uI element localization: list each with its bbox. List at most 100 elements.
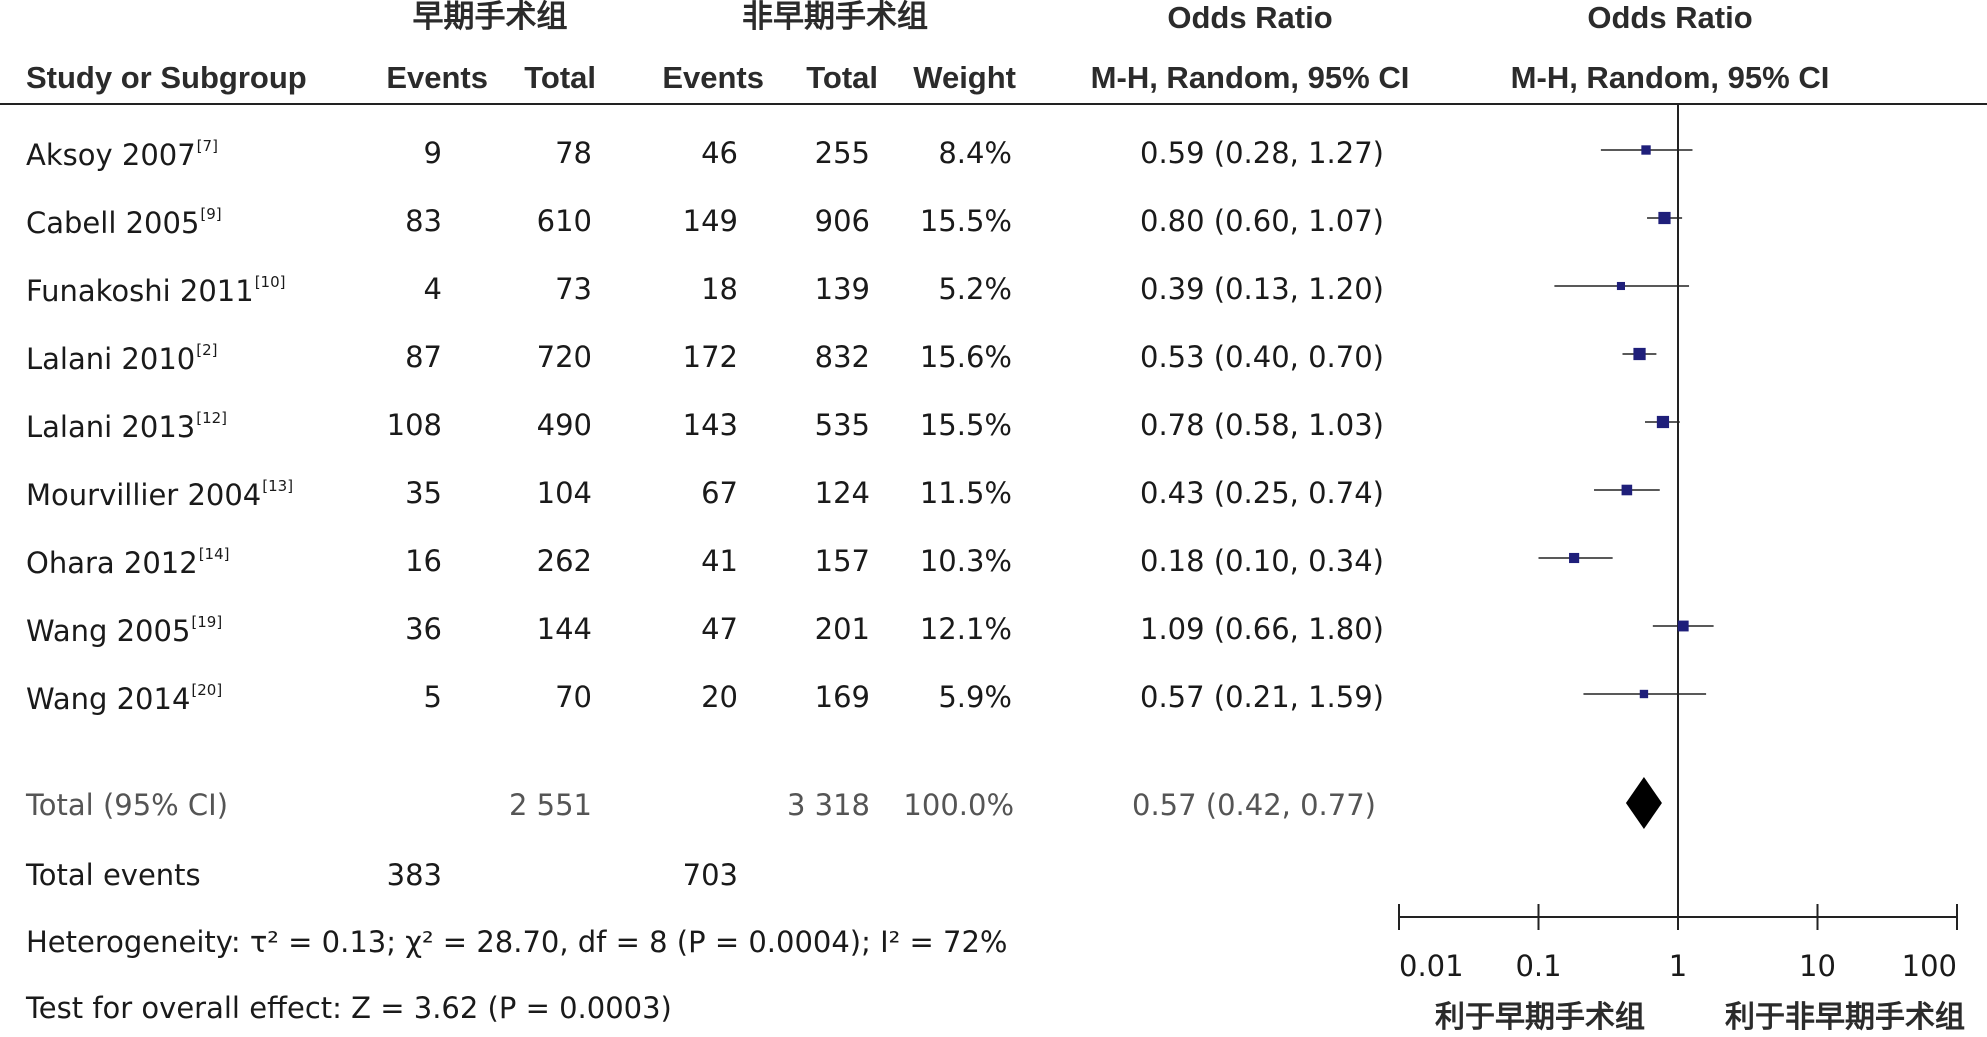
- study-weight: 15.6%: [919, 340, 1012, 374]
- study-events2: 20: [701, 680, 738, 714]
- study-events2: 46: [701, 136, 738, 170]
- group-header-nonearly: 非早期手术组: [742, 0, 928, 35]
- study-name-text: Wang 2014: [26, 682, 191, 716]
- study-total2: 535: [814, 408, 870, 442]
- plot-title: Odds Ratio: [1587, 0, 1753, 35]
- study-marker: [1633, 347, 1646, 361]
- col-header-or-method: M-H, Random, 95% CI: [1090, 60, 1410, 95]
- study-events1: 108: [386, 408, 442, 442]
- study-or: 0.53 (0.40, 0.70): [1140, 340, 1384, 374]
- study-reference: [2]: [196, 341, 218, 359]
- study-marker: [1658, 211, 1671, 225]
- study-or: 1.09 (0.66, 1.80): [1140, 612, 1384, 646]
- total-total1: 2 551: [508, 788, 592, 822]
- pooled-diamond: [1625, 777, 1662, 829]
- study-name: Funakoshi 2011[10]: [26, 275, 286, 306]
- total-events1: 383: [386, 858, 442, 892]
- x-tick-label: 100: [1902, 949, 1957, 983]
- study-name-text: Wang 2005: [26, 614, 191, 648]
- overall-effect-text: Test for overall effect: Z = 3.62 (P = 0…: [26, 991, 672, 1025]
- study-marker: [1569, 552, 1580, 564]
- study-total1: 70: [555, 680, 592, 714]
- group-header-early: 早期手术组: [412, 0, 568, 35]
- study-weight: 12.1%: [919, 612, 1012, 646]
- study-total2: 201: [814, 612, 870, 646]
- study-events2: 172: [682, 340, 738, 374]
- study-marker: [1656, 415, 1670, 429]
- study-events1: 36: [405, 612, 442, 646]
- study-reference: [13]: [262, 477, 294, 495]
- study-name: Wang 2005[19]: [26, 615, 222, 646]
- study-or: 0.39 (0.13, 1.20): [1140, 272, 1384, 306]
- odds-ratio-title: Odds Ratio: [1167, 0, 1333, 35]
- study-or: 0.57 (0.21, 1.59): [1140, 680, 1384, 714]
- study-marker: [1616, 281, 1625, 291]
- study-marker: [1641, 145, 1651, 155]
- study-weight: 15.5%: [919, 204, 1012, 238]
- study-total2: 139: [814, 272, 870, 306]
- study-weight: 5.9%: [938, 680, 1012, 714]
- study-total1: 104: [536, 476, 592, 510]
- study-events1: 35: [405, 476, 442, 510]
- study-name: Mourvillier 2004[13]: [26, 479, 293, 510]
- study-marker: [1621, 484, 1633, 496]
- study-name-text: Aksoy 2007: [26, 138, 196, 172]
- study-total2: 832: [814, 340, 870, 374]
- study-name-text: Lalani 2010: [26, 342, 196, 376]
- study-reference: [14]: [198, 545, 230, 563]
- col-header-weight: Weight: [913, 60, 1016, 95]
- col-header-events1: Events: [386, 60, 488, 95]
- study-total1: 78: [555, 136, 592, 170]
- study-events2: 18: [701, 272, 738, 306]
- study-weight: 5.2%: [938, 272, 1012, 306]
- study-marker: [1677, 620, 1689, 632]
- study-total2: 124: [814, 476, 870, 510]
- study-events1: 87: [405, 340, 442, 374]
- study-total1: 262: [536, 544, 592, 578]
- study-reference: [7]: [196, 137, 218, 155]
- study-total2: 255: [814, 136, 870, 170]
- study-events2: 47: [701, 612, 738, 646]
- study-events2: 67: [701, 476, 738, 510]
- study-total2: 169: [814, 680, 870, 714]
- study-events1: 16: [405, 544, 442, 578]
- study-name-text: Lalani 2013: [26, 410, 196, 444]
- study-reference: [20]: [191, 681, 223, 699]
- study-name-text: Ohara 2012: [26, 546, 198, 580]
- x-tick-label: 1: [1669, 949, 1687, 983]
- study-marker: [1639, 689, 1649, 699]
- study-events2: 149: [682, 204, 738, 238]
- study-reference: [9]: [200, 205, 222, 223]
- study-or: 0.43 (0.25, 0.74): [1140, 476, 1384, 510]
- x-tick-label: 0.1: [1515, 949, 1561, 983]
- col-header-plot-method: M-H, Random, 95% CI: [1510, 60, 1830, 95]
- study-events1: 9: [423, 136, 442, 170]
- study-or: 0.59 (0.28, 1.27): [1140, 136, 1384, 170]
- study-name: Lalani 2013[12]: [26, 411, 227, 442]
- study-name-text: Mourvillier 2004: [26, 478, 262, 512]
- study-total2: 906: [814, 204, 870, 238]
- study-weight: 10.3%: [919, 544, 1012, 578]
- study-total1: 720: [536, 340, 592, 374]
- study-total1: 490: [536, 408, 592, 442]
- col-header-total2: Total: [806, 60, 878, 95]
- x-tick-label: 10: [1799, 949, 1836, 983]
- study-events1: 4: [423, 272, 442, 306]
- study-or: 0.18 (0.10, 0.34): [1140, 544, 1384, 578]
- header-rule: [0, 103, 1987, 105]
- study-weight: 11.5%: [919, 476, 1012, 510]
- study-reference: [10]: [254, 273, 286, 291]
- x-tick-label: 0.01: [1399, 949, 1464, 983]
- study-name: Wang 2014[20]: [26, 683, 222, 714]
- total-events-label: Total events: [26, 858, 201, 892]
- study-name: Lalani 2010[2]: [26, 343, 217, 374]
- total-total2: 3 318: [786, 788, 870, 822]
- study-events2: 143: [682, 408, 738, 442]
- study-or: 0.80 (0.60, 1.07): [1140, 204, 1384, 238]
- heterogeneity-text: Heterogeneity: τ² = 0.13; χ² = 28.70, df…: [26, 925, 1008, 959]
- study-name: Aksoy 2007[7]: [26, 139, 218, 170]
- col-header-study: Study or Subgroup: [26, 60, 307, 95]
- favours-right-label: 利于非早期手术组: [1725, 1000, 1965, 1035]
- study-total2: 157: [814, 544, 870, 578]
- study-name: Cabell 2005[9]: [26, 207, 222, 238]
